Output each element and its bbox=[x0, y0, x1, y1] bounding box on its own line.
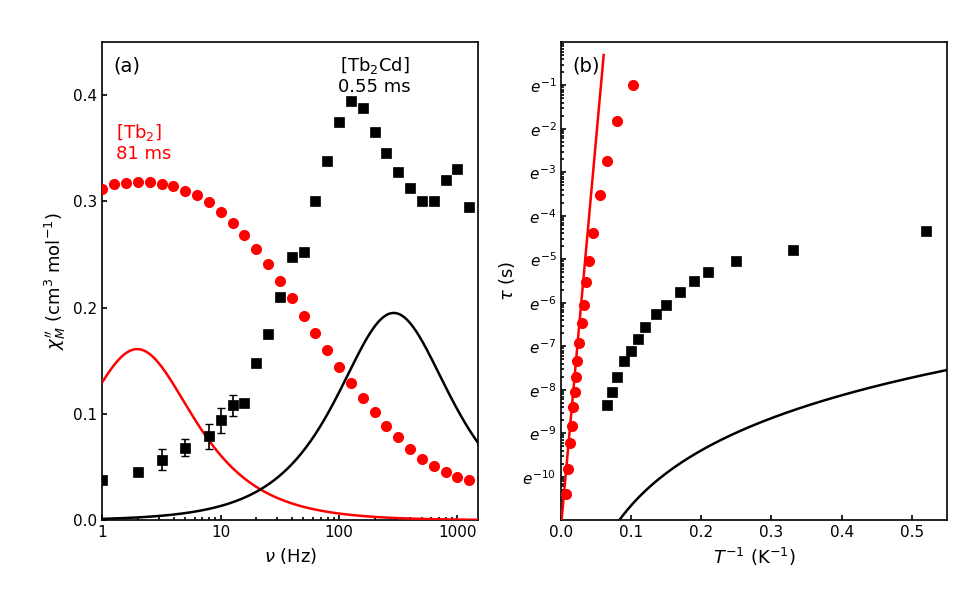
Y-axis label: $\chi_M''$ (cm$^3$ mol$^{-1}$): $\chi_M''$ (cm$^3$ mol$^{-1}$) bbox=[43, 212, 67, 350]
Text: [Tb$_2$Cd]
0.55 ms: [Tb$_2$Cd] 0.55 ms bbox=[339, 54, 411, 96]
Y-axis label: $\tau$ (s): $\tau$ (s) bbox=[497, 261, 517, 301]
Text: (a): (a) bbox=[114, 56, 141, 75]
Text: (b): (b) bbox=[573, 56, 600, 75]
X-axis label: $\nu$ (Hz): $\nu$ (Hz) bbox=[264, 546, 317, 566]
Text: [Tb$_2$]
81 ms: [Tb$_2$] 81 ms bbox=[116, 121, 172, 163]
X-axis label: $T^{-1}$ (K$^{-1}$): $T^{-1}$ (K$^{-1}$) bbox=[712, 546, 795, 568]
